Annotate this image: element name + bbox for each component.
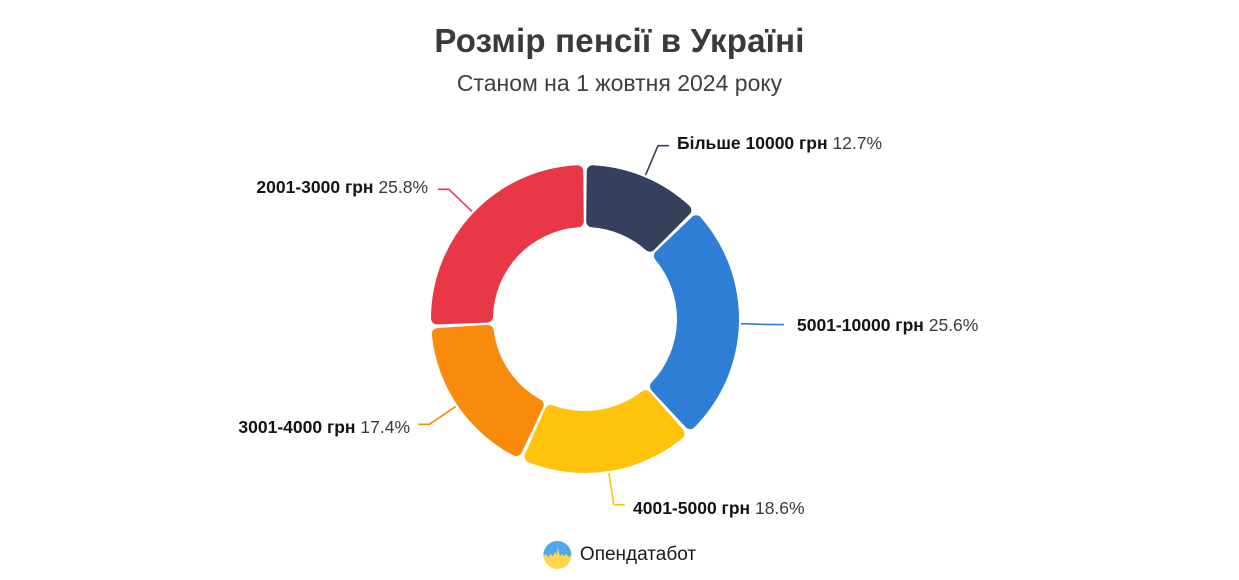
slice-label-percent: 25.6% [923,315,979,335]
slice-label-percent: 12.7% [827,133,883,153]
brand-footer: Опендатабот [542,541,697,569]
donut-segment-4 [430,165,584,325]
slice-label-range: Більше 10000 грн [677,133,828,153]
donut-segment-0 [586,165,692,252]
slice-label-3: 3001-4000 грн 17.4% [238,416,410,438]
donut-segment-3 [431,324,544,457]
leader-line-3 [418,405,457,426]
slice-label-0: Більше 10000 грн 12.7% [677,132,882,154]
header: Розмір пенсії в Україні Станом на 1 жовт… [0,22,1239,97]
brand-name: Опендатабот [579,544,697,565]
slice-label-range: 5001-10000 грн [797,315,924,335]
slice-label-2: 4001-5000 грн 18.6% [633,497,805,519]
page-title: Розмір пенсії в Україні [434,22,805,59]
leader-line-4 [437,188,473,212]
page-subtitle: Станом на 1 жовтня 2024 року [456,70,783,96]
slice-label-percent: 17.4% [355,417,410,437]
slice-label-range: 2001-3000 грн [256,177,374,197]
donut-segment-2 [524,390,685,473]
opendatabot-logo-icon [542,541,571,569]
slice-label-4: 2001-3000 грн 25.8% [256,176,428,198]
slice-label-range: 3001-4000 грн [238,417,356,437]
slice-label-1: 5001-10000 грн 25.6% [797,314,978,336]
donut-segment-1 [650,215,739,430]
leader-line-1 [740,322,784,326]
slice-label-percent: 18.6% [750,498,805,518]
slice-label-percent: 25.8% [373,177,428,197]
leader-line-0 [644,144,669,176]
leader-line-2 [608,473,625,506]
slice-label-range: 4001-5000 грн [633,498,751,518]
